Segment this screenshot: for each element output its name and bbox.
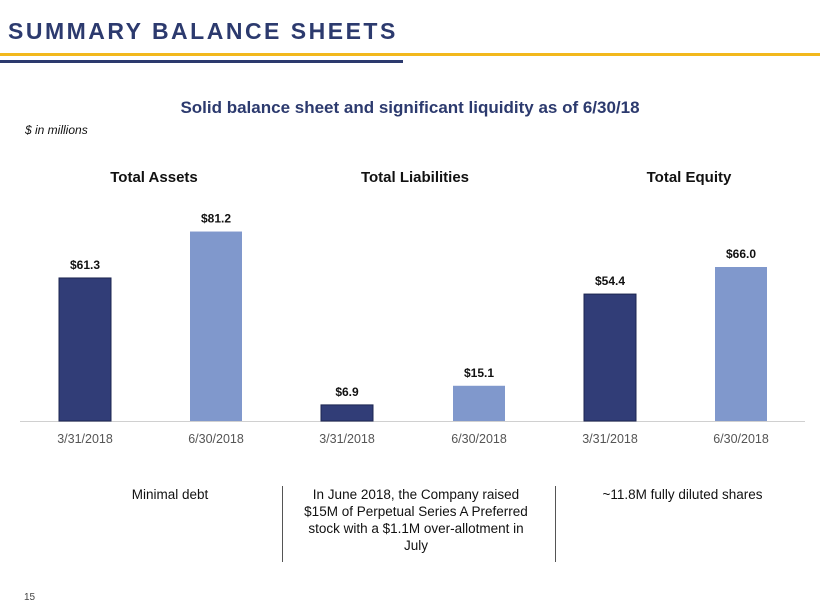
data-label: $61.3	[70, 258, 100, 272]
data-label: $81.2	[201, 212, 231, 226]
bar	[583, 293, 637, 422]
data-label: $54.4	[595, 274, 625, 288]
page-title: SUMMARY BALANCE SHEETS	[8, 18, 398, 44]
note-minimal-debt: Minimal debt	[131, 487, 209, 502]
group-title-assets: Total Assets	[110, 169, 198, 186]
note-diluted-shares: ~11.8M fully diluted shares	[602, 487, 763, 502]
group-title-liabilities: Total Liabilities	[360, 169, 470, 186]
navy-rule	[0, 60, 403, 63]
group-title-equity: Total Equity	[646, 169, 732, 186]
chart-subtitle: Solid balance sheet and significant liqu…	[180, 98, 640, 117]
x-tick-label: 3/31/2018	[582, 432, 638, 446]
bar	[453, 385, 505, 421]
bar	[715, 267, 767, 421]
bar	[190, 231, 242, 421]
units-label: $ in millions	[25, 123, 88, 137]
page-number: 15	[24, 592, 36, 603]
x-tick-label: 6/30/2018	[451, 432, 507, 446]
bar	[58, 277, 112, 422]
bar-chart: $61.3 3/31/2018 $81.2 6/30/2018 $6.9 3/31/201…	[20, 212, 805, 446]
data-label: $15.1	[464, 366, 494, 380]
note-preferred-stock: In June 2018, the Company raised $15M of…	[304, 487, 528, 553]
gold-rule	[0, 53, 820, 56]
x-tick-label: 6/30/2018	[713, 432, 769, 446]
note-divider-left	[282, 486, 283, 562]
data-label: $66.0	[726, 247, 756, 261]
x-tick-label: 3/31/2018	[57, 432, 113, 446]
data-label: $6.9	[335, 385, 359, 399]
note-divider-right	[555, 486, 556, 562]
x-tick-label: 6/30/2018	[188, 432, 244, 446]
x-tick-label: 3/31/2018	[319, 432, 375, 446]
bar	[320, 404, 374, 422]
